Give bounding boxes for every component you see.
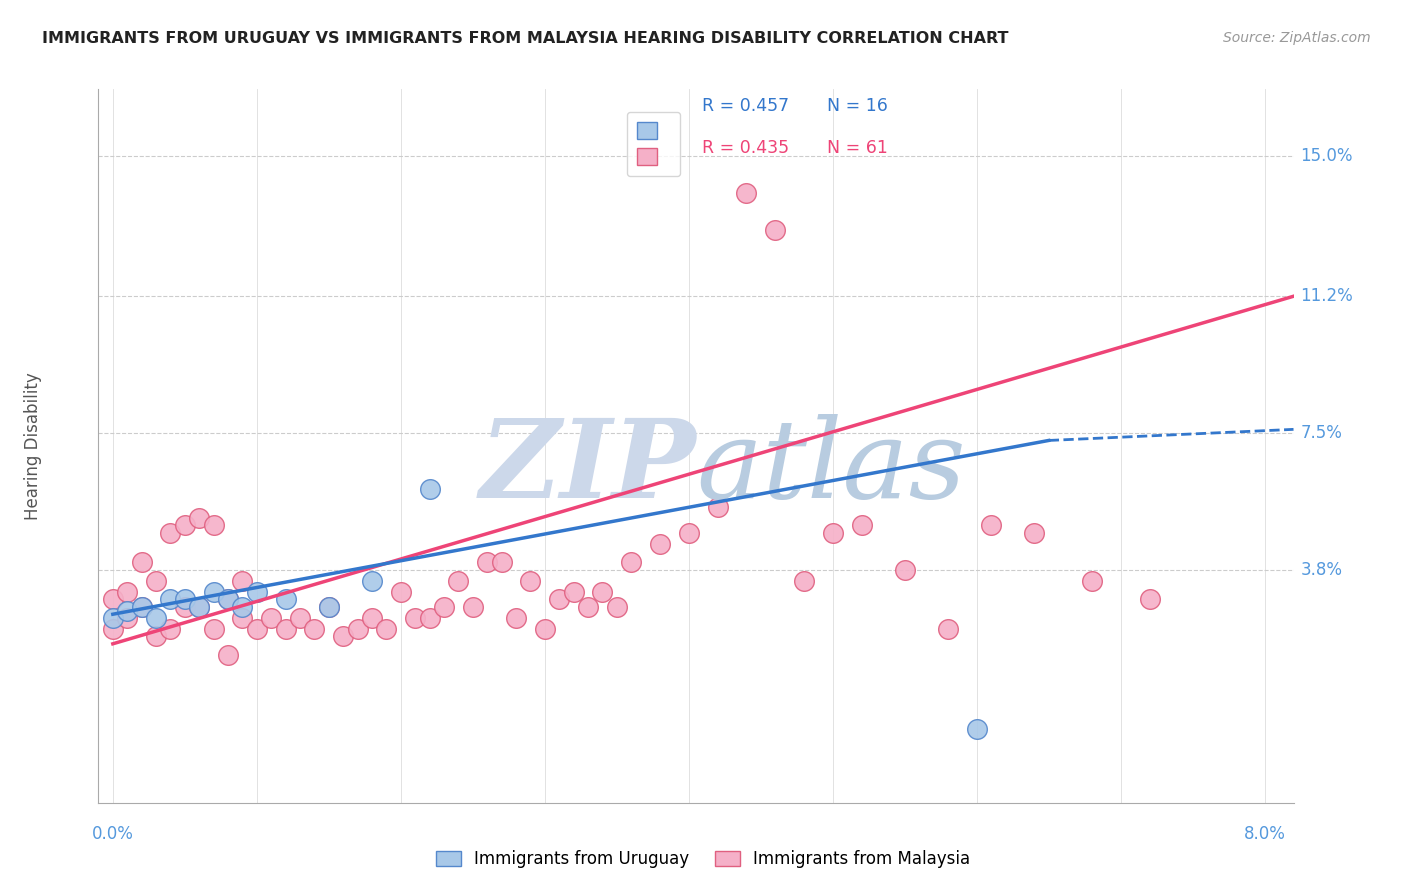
Legend: , : , [627,112,681,177]
Point [893,563,915,577]
Point [505,611,527,625]
Point [101,622,124,636]
Point [131,599,153,614]
Point [202,622,225,636]
Point [115,611,138,625]
Text: Hearing Disability: Hearing Disability [24,372,42,520]
Point [519,574,541,588]
Point [678,525,700,540]
Point [202,518,225,533]
Point [419,482,441,496]
Point [217,592,239,607]
Point [188,511,211,525]
Text: Source: ZipAtlas.com: Source: ZipAtlas.com [1223,31,1371,45]
Point [231,574,253,588]
Point [793,574,815,588]
Point [288,611,311,625]
Point [620,556,643,570]
Point [821,525,844,540]
Point [145,611,167,625]
Point [318,599,340,614]
Point [936,622,959,636]
Point [361,574,384,588]
Point [304,622,326,636]
Point [763,223,786,237]
Point [188,599,211,614]
Point [217,648,239,662]
Point [477,556,499,570]
Point [173,518,195,533]
Text: 7.5%: 7.5% [1301,424,1343,442]
Point [173,592,195,607]
Point [115,585,138,599]
Point [274,622,297,636]
Point [173,599,195,614]
Point [217,592,239,607]
Point [533,622,555,636]
Point [389,585,412,599]
Text: IMMIGRANTS FROM URUGUAY VS IMMIGRANTS FROM MALAYSIA HEARING DISABILITY CORRELATI: IMMIGRANTS FROM URUGUAY VS IMMIGRANTS FR… [42,31,1008,46]
Text: 15.0%: 15.0% [1301,147,1353,165]
Point [606,599,628,614]
Point [231,611,253,625]
Point [145,574,167,588]
Point [404,611,426,625]
Point [706,500,728,514]
Point [202,585,225,599]
Point [491,556,513,570]
Point [591,585,613,599]
Point [115,603,138,617]
Point [274,592,297,607]
Point [1139,592,1161,607]
Point [131,599,153,614]
Text: 8.0%: 8.0% [1244,825,1285,843]
Text: N = 16: N = 16 [827,96,889,114]
Point [101,592,124,607]
Point [188,599,211,614]
Point [461,599,484,614]
Point [648,537,671,551]
Point [361,611,384,625]
Point [548,592,571,607]
Point [419,611,441,625]
Point [375,622,398,636]
Text: N = 61: N = 61 [827,139,889,157]
Point [318,599,340,614]
Point [1024,525,1046,540]
Point [101,611,124,625]
Text: 11.2%: 11.2% [1301,287,1354,305]
Point [980,518,1002,533]
Text: R = 0.435: R = 0.435 [702,139,789,157]
Point [260,611,283,625]
Text: R = 0.457: R = 0.457 [702,96,789,114]
Point [332,629,354,643]
Point [447,574,470,588]
Point [851,518,873,533]
Point [145,629,167,643]
Point [433,599,456,614]
Point [246,585,269,599]
Point [562,585,585,599]
Point [735,186,758,200]
Legend: Immigrants from Uruguay, Immigrants from Malaysia: Immigrants from Uruguay, Immigrants from… [429,844,977,875]
Point [159,592,181,607]
Text: ZIP: ZIP [479,414,696,521]
Point [966,722,988,736]
Text: 0.0%: 0.0% [91,825,134,843]
Point [131,556,153,570]
Text: 3.8%: 3.8% [1301,561,1343,579]
Point [576,599,599,614]
Point [346,622,368,636]
Point [159,622,181,636]
Point [1081,574,1104,588]
Text: atlas: atlas [696,414,966,521]
Point [159,525,181,540]
Point [231,599,253,614]
Point [246,622,269,636]
